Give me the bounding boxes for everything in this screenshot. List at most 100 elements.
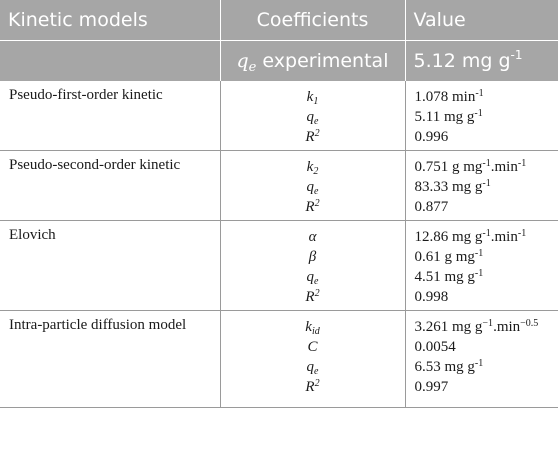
model-name: Pseudo-first-order kinetic — [0, 81, 221, 151]
coefficient-subscript: 1 — [313, 96, 319, 107]
header-coefficients: Coefficients — [220, 0, 406, 41]
qe-value: 5.12 mg g — [413, 50, 511, 72]
values-cell: 0.751 g mg-1.min-1 83.33 mg g-1 0.877 — [405, 150, 558, 221]
value: 0.998 — [415, 287, 553, 307]
coefficient-subscript: 2 — [313, 166, 319, 177]
coefficient: qe — [221, 267, 405, 287]
value-exponent-2: −0.5 — [520, 318, 539, 329]
value-main: 5.11 mg g — [414, 109, 475, 125]
value-main: 1.078 min — [414, 89, 476, 105]
model-name: Elovich — [0, 220, 221, 311]
coefficient-symbol: q — [306, 179, 315, 195]
value-exponent: -1 — [474, 248, 484, 259]
value: 0.997 — [415, 377, 553, 397]
model-name: Pseudo-second-order kinetic — [0, 150, 221, 221]
coefficient-subscript: e — [314, 366, 319, 377]
coefficient: qe — [221, 107, 405, 127]
value-exponent: -1 — [482, 228, 491, 239]
qe-symbol: q — [236, 50, 249, 72]
value-unit-tail: .min — [490, 159, 518, 175]
coefficient-symbol: q — [306, 109, 315, 125]
coefficient: α — [221, 227, 405, 247]
value-main: 0.877 — [414, 199, 449, 215]
qe-subscript: e — [248, 60, 257, 75]
value: 1.078 min-1 — [415, 87, 553, 107]
coefficient-symbol: C — [307, 339, 318, 355]
header-qe-row: qe experimental 5.12 mg g-1 — [0, 40, 558, 81]
coefficient-symbol: k — [305, 319, 312, 335]
coefficient: qe — [221, 177, 405, 197]
coefficient-superscript: 2 — [314, 128, 320, 139]
coefficient-superscript: 2 — [314, 198, 320, 209]
value-main: 0.998 — [414, 289, 449, 305]
coefficients-cell: k1 qe R2 — [220, 81, 406, 151]
header-value: Value — [405, 0, 558, 41]
coefficient-symbol: R — [305, 379, 315, 395]
value-exponent: -1 — [482, 178, 491, 189]
value: 4.51 mg g-1 — [415, 267, 553, 287]
coefficient-subscript: e — [314, 186, 319, 197]
value-exponent: −1 — [482, 318, 494, 329]
qe-label: experimental — [262, 50, 389, 72]
coefficient: R2 — [221, 377, 405, 397]
coefficient-subscript: e — [314, 116, 319, 127]
value-main: 0.751 g mg — [414, 159, 483, 175]
value-exponent: -1 — [475, 88, 484, 99]
value: 0.0054 — [415, 337, 553, 357]
value: 3.261 mg g−1.min−0.5 — [415, 317, 553, 337]
value: 0.751 g mg-1.min-1 — [415, 157, 553, 177]
values-cell: 12.86 mg g-1.min-1 0.61 g mg-1 4.51 mg g-1… — [405, 220, 558, 311]
value-main: 0.996 — [414, 129, 449, 145]
coefficient: R2 — [221, 197, 405, 217]
coefficient: kid — [221, 317, 405, 337]
header-blank — [0, 40, 221, 81]
value: 12.86 mg g-1.min-1 — [415, 227, 553, 247]
value-main: 0.0054 — [414, 339, 456, 355]
kinetic-models-table: Kinetic models Coefficients Value qe exp… — [0, 0, 558, 408]
coefficient-subscript: id — [311, 326, 320, 337]
coefficient-symbol: k — [306, 159, 314, 175]
coefficient-symbol: α — [308, 229, 317, 245]
value-exponent: -1 — [474, 358, 484, 369]
value-unit-tail: .min — [493, 319, 521, 335]
values-cell: 1.078 min-1 5.11 mg g-1 0.996 — [405, 81, 558, 151]
coefficient-symbol: R — [305, 289, 315, 305]
header-row: Kinetic models Coefficients Value — [0, 0, 558, 41]
value-main: 0.61 g mg — [414, 249, 475, 265]
coefficient-superscript: 2 — [314, 288, 320, 299]
coefficients-cell: k2 qe R2 — [220, 150, 406, 221]
value: 5.11 mg g-1 — [415, 107, 553, 127]
table-row: Elovich α β qe R2 12.86 mg g-1.min-1 0.61 g mg… — [0, 220, 558, 311]
value-exponent-2: -1 — [517, 158, 527, 169]
coefficient: R2 — [221, 287, 405, 307]
coefficient-symbol: R — [305, 129, 315, 145]
table-row: Pseudo-second-order kinetic k2 qe R2 0.751 g… — [0, 150, 558, 221]
value-main: 3.261 mg g — [414, 319, 483, 335]
coefficient: β — [221, 247, 405, 267]
value-main: 0.997 — [414, 379, 449, 395]
value-main: 4.51 mg g — [414, 269, 475, 285]
coefficient-symbol: β — [308, 249, 317, 265]
coefficients-cell: α β qe R2 — [220, 220, 406, 311]
qe-value-exp: -1 — [510, 48, 523, 62]
value-main: 83.33 mg g — [414, 179, 483, 195]
coefficient: C — [221, 337, 405, 357]
value-exponent: -1 — [474, 108, 483, 119]
header-kinetic-models: Kinetic models — [0, 0, 221, 41]
value: 0.996 — [415, 127, 553, 147]
value-main: 6.53 mg g — [414, 359, 475, 375]
coefficient-symbol: R — [305, 199, 315, 215]
table-row: Pseudo-first-order kinetic k1 qe R2 1.078 mi… — [0, 81, 558, 151]
header-qe-value: 5.12 mg g-1 — [405, 40, 558, 81]
coefficient: k2 — [221, 157, 405, 177]
coefficient: k1 — [221, 87, 405, 107]
value: 83.33 mg g-1 — [415, 177, 553, 197]
coefficient-superscript: 2 — [314, 378, 320, 389]
coefficient-symbol: k — [306, 89, 314, 105]
value-exponent-2: -1 — [517, 228, 527, 239]
coefficient-subscript: e — [314, 276, 319, 287]
coefficient-symbol: q — [306, 269, 315, 285]
values-cell: 3.261 mg g−1.min−0.5 0.0054 6.53 mg g-1 0.9… — [405, 310, 558, 408]
value: 6.53 mg g-1 — [415, 357, 553, 377]
